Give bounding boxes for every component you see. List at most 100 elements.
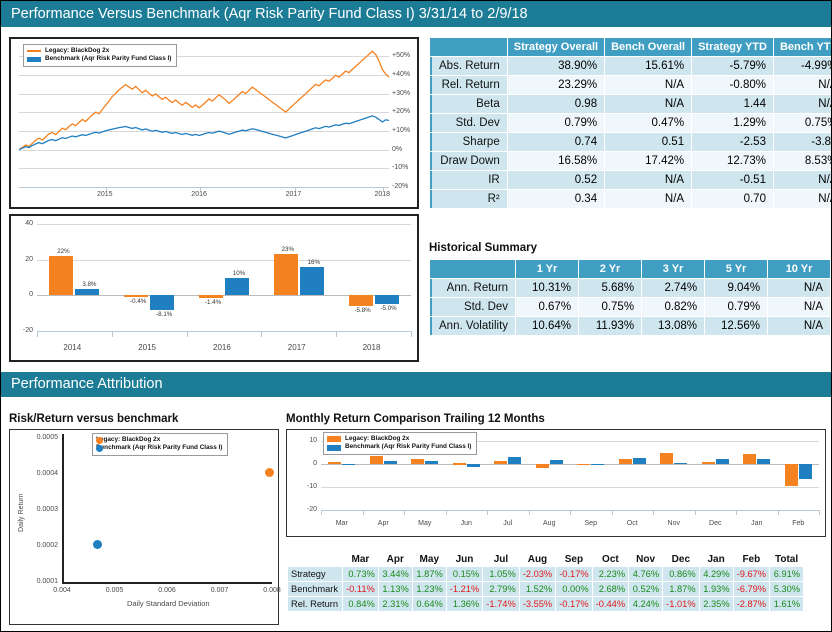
table-row: Ann. Volatility 10.64% 11.93% 13.08% 12.56% N… [430,317,831,335]
legend-dot-strategy [96,436,103,444]
hist-row-label: Ann. Return [430,279,516,297]
y-axis-tick-label: 0 [313,459,317,467]
legend-entry-strategy: Legacy: BlackDog 2x [327,435,471,443]
table-row: Std. Dev 0.67% 0.75% 0.82% 0.79% N/A [430,298,831,316]
legend-label-benchmark: Benchmark (Aqr Risk Parity Fund Class I) [45,55,172,63]
hist-cell: 0.79% [705,298,768,316]
bar-benchmark [508,457,522,464]
monthly-cell: -0.11% [343,582,378,596]
x-axis-tick-label: 0.005 [105,587,124,594]
gridline [37,224,411,225]
y-axis-line [62,434,64,582]
legend-label-strategy: Legacy: BlackDog 2x [45,47,110,54]
monthly-cell: 2.79% [483,582,519,596]
bar-strategy [577,463,591,465]
stats-cell: 0.74 [507,133,605,151]
monthly-row-label: Benchmark [288,582,342,596]
stats-row-label: IR [430,171,507,189]
table-row: Benchmark -0.11% 1.13% 1.23% -1.21% 2.79% 1.52… [288,582,804,596]
stats-cell: 0.52 [507,171,605,189]
bar-value-label: -1.4% [204,298,222,306]
y-axis-tick-label: +30% [392,89,411,97]
hist-row-label: Ann. Volatility [430,317,516,335]
x-axis-tick [411,331,412,337]
monthly-column-header-10: Jan [699,553,733,566]
x-axis-tick-label: 2016 [213,343,231,352]
x-axis-tick [736,510,737,515]
stats-cell: 0.51 [605,133,692,151]
monthly-cell: 1.23% [412,582,446,596]
x-axis-tick-label: 0.004 [53,587,71,594]
hist-table-head: 1 Yr 2 Yr 3 Yr 5 Yr 10 Yr [430,260,831,278]
legend-entry-strategy: Legacy: BlackDog 2x [27,47,171,55]
x-axis-tick-label: 2017 [287,343,306,352]
line-plot-area: +50% +40% +30% +20% +10% 0% -10% -20% 2015 2016 20… [11,39,417,207]
performance-attribution-panel: Performance Attribution Risk/Return vers… [1,372,831,631]
x-axis-tick-label: Feb [792,520,805,527]
monthly-column-header-6: Sep [556,553,592,566]
x-axis-tick [186,331,188,337]
legend-label-strategy: Legacy: BlackDog 2x [96,436,161,443]
x-axis-tick-label: Jun [460,520,472,527]
hist-column-header-2: 3 Yr [642,260,705,278]
monthly-column-header-1: Apr [378,553,412,566]
monthly-cell: -0.17% [556,567,592,581]
y-axis-tick-label: +40% [392,71,411,78]
monthly-column-header-11: Feb [733,553,770,566]
x-axis-tick [37,331,38,337]
stats-corner-cell [430,38,507,56]
stats-cell: 0.34 [507,190,605,208]
historical-summary-table: 1 Yr 2 Yr 3 Yr 5 Yr 10 Yr Ann. Return 10.31% 5… [429,259,831,336]
bar-benchmark [150,295,175,310]
stats-cell: N/A [773,76,831,94]
monthly-cell: 4.29% [699,567,733,581]
stats-cell: 17.42% [605,152,692,170]
x-axis-tick [445,510,447,515]
monthly-cell: 0.15% [446,567,483,581]
x-axis-tick-label: Nov [667,520,680,527]
x-axis-tick [570,510,571,515]
bar-benchmark [425,460,439,464]
bar-strategy [328,462,342,464]
line-series-strategy [18,50,390,151]
gridline [19,112,389,114]
legend-swatch-benchmark [27,57,41,63]
chart-legend-monthly: Legacy: BlackDog 2x Benchmark (Aqr Risk … [323,432,478,455]
legend-swatch-strategy [27,50,41,53]
y-axis-tick-label: -20 [22,327,33,334]
x-axis-tick [487,510,488,515]
stats-cell: N/A [605,76,692,94]
stats-row-label: Abs. Return [430,57,507,75]
scatter-plot-area: 0.0001 0.0002 0.0003 0.0004 0.0005 0.004 0.005… [10,430,281,624]
stats-cell: -5.79% [692,57,773,75]
stats-cell: -3.81 [773,133,831,151]
x-axis-line [37,331,411,332]
monthly-cell: -1.21% [446,582,483,596]
bar-strategy [701,461,715,464]
stats-cell: 0.79% [507,114,605,132]
gridline [321,486,819,488]
panel-title-performance: Performance Versus Benchmark (Aqr Risk P… [1,1,831,27]
monthly-cell: 2.68% [592,582,629,596]
monthly-cell: 0.64% [412,597,446,611]
hist-cell: 0.82% [642,298,705,316]
monthly-cell: 4.24% [629,597,663,611]
bar-value-label: -8.1% [156,310,173,318]
stats-row-label: Sharpe [430,133,507,151]
bar-strategy [618,458,632,464]
x-axis-tick [261,331,263,337]
table-row: Strategy 0.73% 3.44% 1.87% 0.15% 1.05% -2.03% -… [288,567,804,581]
hist-cell: 10.31% [516,279,579,297]
legend-entry-benchmark: Benchmark (Aqr Risk Parity Fund Class I) [96,444,222,453]
x-axis-tick-label: 2016 [191,191,207,198]
x-axis-tick [294,187,296,191]
performance-stats-table: Strategy Overall Bench Overall Strategy YT… [429,37,831,209]
monthly-return-chart: Legacy: BlackDog 2x Benchmark (Aqr Risk … [286,429,826,537]
gridline [19,93,389,95]
stats-column-header-1: Bench Overall [605,38,692,56]
hist-cell: 9.04% [705,279,768,297]
monthly-cell: -0.44% [592,597,629,611]
table-row: IR0.52N/A-0.51N/A [430,171,831,189]
